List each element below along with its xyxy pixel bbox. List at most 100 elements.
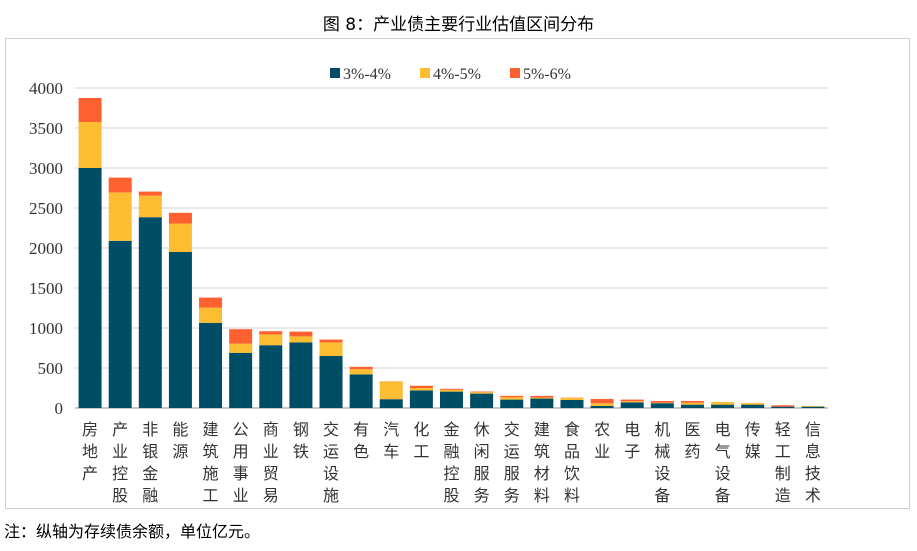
bar-segment: [168, 223, 192, 252]
stacked-bar-chart: 0 500 1000 1500 2000 2500 3000 3500 4000 房地产产业控股非…: [29, 66, 828, 505]
legend-swatch: [510, 68, 520, 78]
bar-segment: [650, 403, 674, 408]
legend-swatch: [330, 68, 340, 78]
bar-segment: [289, 342, 313, 408]
bar-segment: [379, 381, 403, 400]
bar-segment: [650, 400, 674, 403]
y-tick-label: 500: [38, 359, 64, 378]
bar-segment: [259, 334, 283, 346]
x-tick-label: 交运设施: [323, 421, 339, 505]
x-tick-label: 医药: [684, 422, 700, 461]
bar-segment: [289, 331, 313, 337]
bar-segment: [319, 339, 343, 343]
bar-segment: [229, 352, 253, 408]
bar-segment: [259, 331, 283, 335]
bar-segment: [590, 406, 614, 408]
y-tick-label: 2000: [29, 239, 63, 258]
x-tick-label: 传媒: [745, 421, 761, 461]
bar-segment: [349, 369, 373, 375]
x-tick-label: 休闲服务: [474, 421, 490, 505]
bar-segment: [801, 406, 825, 407]
bar-segment: [771, 405, 795, 407]
legend-label: 3%-4%: [343, 66, 391, 83]
bar-segment: [590, 403, 614, 406]
bar-segment: [409, 388, 433, 391]
bar-segment: [199, 307, 223, 323]
bar-segment: [470, 391, 494, 393]
bar-segment: [168, 212, 192, 224]
bar-segment: [409, 390, 433, 408]
bar-segment: [440, 389, 463, 392]
bar-segment: [108, 240, 132, 408]
x-tick-label: 商业贸易: [263, 421, 279, 505]
chart-title: 图 8：产业债主要行业估值区间分布: [322, 15, 595, 35]
bar-segment: [168, 252, 192, 408]
x-tick-label: 信息技术: [805, 421, 821, 505]
y-tick-label: 1000: [29, 319, 63, 338]
y-tick-label: 3000: [29, 159, 63, 178]
bar-segment: [229, 343, 253, 353]
x-tick-label: 农业: [594, 421, 610, 461]
y-tick-label: 3500: [29, 119, 63, 138]
bar-segment: [78, 168, 102, 408]
x-tick-label: 金融控股: [443, 421, 459, 505]
chart-note: 注：纵轴为存续债余额，单位亿元。: [4, 522, 261, 541]
bar-segment: [229, 329, 253, 344]
bar-segment: [78, 122, 102, 168]
bar-segment: [138, 195, 162, 218]
x-tick-label: 非银金融: [142, 421, 158, 505]
bar-segment: [108, 192, 132, 241]
x-tick-label: 食品饮料: [564, 421, 580, 505]
x-tick-label: 电子: [624, 421, 640, 461]
bar-segment: [680, 400, 704, 403]
bar-segment: [530, 398, 554, 408]
bar-segment: [108, 177, 132, 193]
x-tick-label: 钢铁: [293, 421, 309, 461]
bar-segment: [349, 374, 373, 408]
x-tick-label: 建筑材料: [534, 421, 550, 505]
bar-segment: [440, 388, 463, 390]
bar-segment: [470, 393, 494, 408]
bar-segment: [620, 401, 644, 403]
bar-segment: [409, 385, 433, 388]
x-tick-label: 产业控股: [112, 421, 128, 505]
bar-segment: [530, 395, 554, 398]
x-tick-label: 房地产: [82, 421, 98, 483]
bar-segment: [560, 400, 584, 408]
bar-segment: [620, 399, 644, 402]
legend-label: 5%-6%: [523, 66, 571, 83]
x-tick-label: 能源: [172, 421, 188, 461]
bar-segment: [319, 356, 343, 408]
x-tick-label: 建筑施工: [203, 421, 219, 505]
y-tick-label: 2500: [29, 199, 63, 218]
bar-segment: [680, 404, 704, 408]
x-tick-label: 公用事业: [233, 422, 249, 505]
y-tick-label: 4000: [29, 79, 63, 98]
bar-segment: [379, 399, 403, 408]
bar-segment: [289, 336, 313, 343]
bar-segment: [741, 402, 765, 405]
bar-segment: [560, 397, 584, 400]
x-tick-label: 化工: [413, 421, 429, 461]
bar-segment: [138, 191, 162, 196]
bar-segment: [319, 342, 343, 356]
bar-segment: [680, 402, 704, 405]
bar-segment: [590, 398, 614, 404]
bar-segment: [801, 406, 825, 408]
bar-segment: [500, 399, 524, 408]
bar-segment: [771, 406, 795, 408]
legend-swatch: [420, 68, 430, 78]
bar-segment: [711, 404, 735, 408]
bar-segment: [78, 98, 102, 122]
bar-segment: [440, 391, 463, 408]
bar-segment: [711, 401, 735, 405]
bar-segment: [199, 322, 223, 408]
y-tick-label: 0: [55, 399, 64, 418]
bar-segment: [741, 404, 765, 408]
bar-segment: [620, 402, 644, 408]
x-tick-label: 电气设备: [715, 421, 731, 505]
bar-segment: [259, 345, 283, 408]
bar-segment: [138, 217, 162, 408]
x-tick-label: 汽车: [383, 421, 399, 461]
bar-segment: [500, 395, 524, 398]
